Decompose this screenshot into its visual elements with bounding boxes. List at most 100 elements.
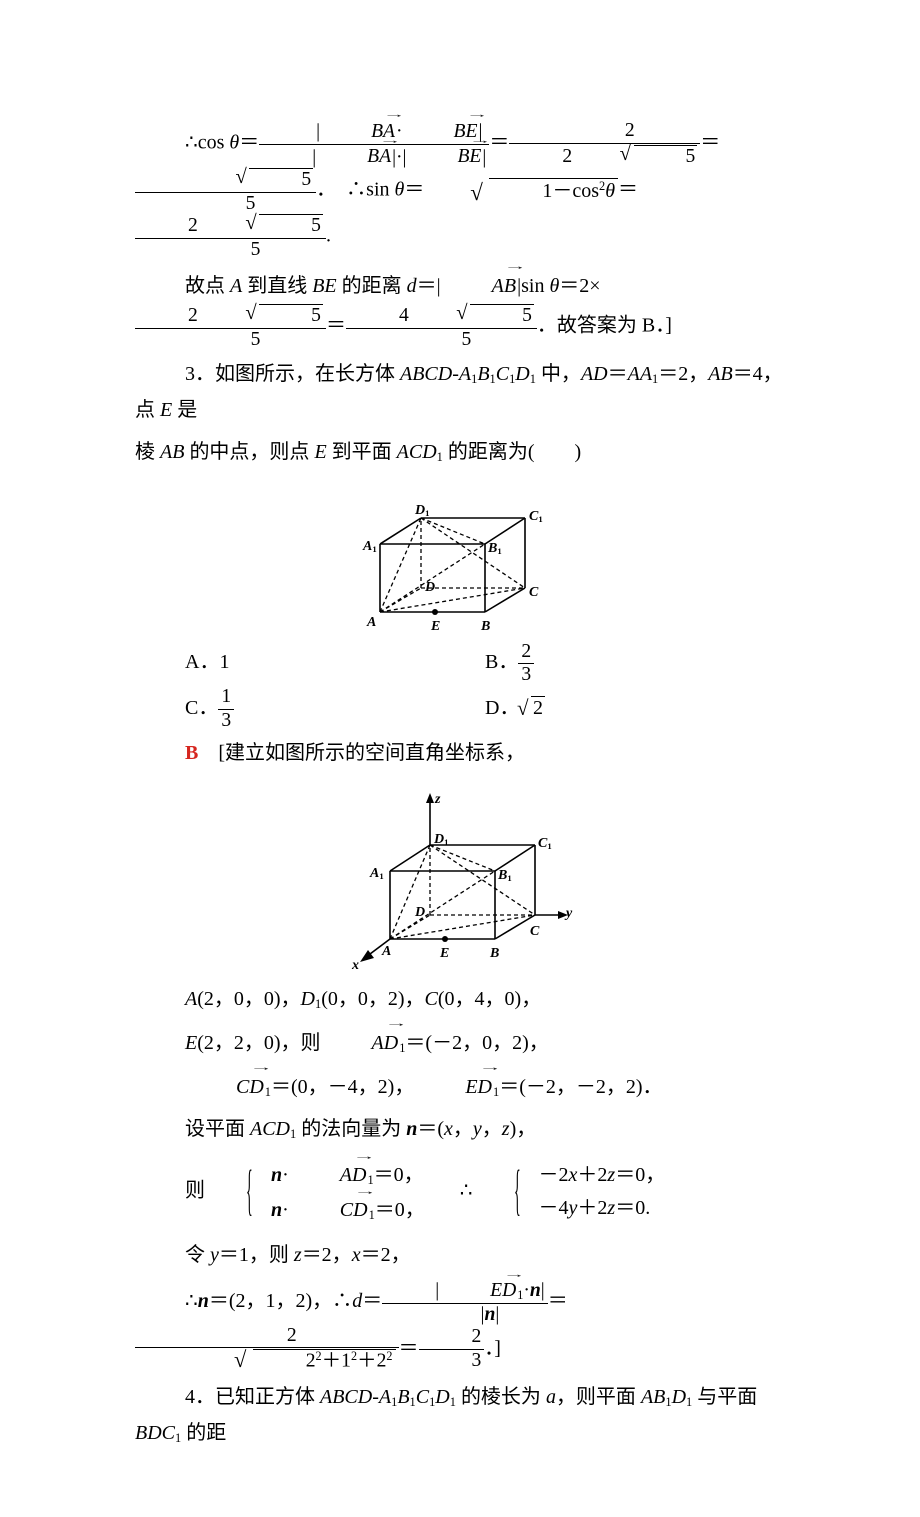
lab-B: B xyxy=(481,614,490,639)
txt: 中， xyxy=(536,363,581,385)
option-C: C．13 xyxy=(185,686,485,731)
option-A: A．1 xyxy=(185,640,485,685)
opt-label: B． xyxy=(485,651,518,673)
therefore: ∴ xyxy=(460,1180,473,1202)
theta: θ xyxy=(395,179,405,201)
option-D: D．2 xyxy=(485,686,785,731)
solution-line-dist: 故点 A 到直线 BE 的距离 d＝|AB|sin θ＝2× 25 5 ＝ 45… xyxy=(135,266,785,350)
coords-4: 设平面 ACD1 的法向量为 n＝(x，y，z)， xyxy=(135,1111,785,1147)
lab-A: A xyxy=(367,610,376,635)
txt: 与平面 xyxy=(692,1386,757,1408)
ACD1: ACD xyxy=(397,441,437,463)
txt: (0，4，0)， xyxy=(438,988,541,1010)
lab-D1: D1 xyxy=(434,827,448,852)
cuboid-axes-svg xyxy=(330,781,590,971)
AB1: AB xyxy=(641,1386,665,1408)
eq: ＝ xyxy=(489,132,509,154)
brace-2: －2x＋2z＝0， －4y＋2z＝0. xyxy=(473,1159,666,1225)
txt: (2，0，0)， xyxy=(197,988,300,1010)
txt: ，则平面 xyxy=(556,1386,641,1408)
txt: (2，2，0)，则 xyxy=(197,1032,320,1054)
brace-line: 则 n·AD1＝0， n·CD1＝0， ∴ －2x＋2z＝0， －4y＋2z＝0… xyxy=(135,1157,785,1227)
vec-AB: AB xyxy=(442,266,516,304)
dot: ． xyxy=(316,179,336,201)
theta: θ xyxy=(229,132,239,154)
frac-ed1n: |ED1·n| |n| xyxy=(382,1279,548,1325)
D1: D xyxy=(515,363,529,385)
y: y xyxy=(473,1118,482,1140)
let-line: 令 y＝1，则 z＝2，x＝2， xyxy=(135,1237,785,1273)
E: E xyxy=(314,441,326,463)
frac-2: 2 25 xyxy=(509,121,700,167)
txt: ＝2， xyxy=(302,1244,352,1266)
D1: D xyxy=(672,1386,686,1408)
eq: ＝2× xyxy=(559,275,600,297)
lab-D1: D1 xyxy=(415,498,429,523)
C1: C xyxy=(416,1386,429,1408)
answer-line: B [建立如图所示的空间直角坐标系， xyxy=(135,735,785,771)
D1: D xyxy=(435,1386,449,1408)
vec-ED1: ED xyxy=(415,1067,492,1105)
lab-C1: C1 xyxy=(529,504,543,529)
txt: 到直线 xyxy=(242,275,312,297)
pt: E xyxy=(185,1032,197,1054)
txt: 故点 xyxy=(185,275,230,297)
c: ， xyxy=(453,1118,473,1140)
lab-B1: B1 xyxy=(488,536,502,561)
txt: 的距离 xyxy=(337,275,407,297)
eq: ＝ xyxy=(399,1337,419,1359)
pt: C xyxy=(425,988,438,1010)
dash: - xyxy=(452,363,459,385)
q-number: 4． xyxy=(185,1386,215,1408)
cuboid-svg xyxy=(345,480,575,630)
frac-a: 25 5 xyxy=(135,304,326,350)
lab-C: C xyxy=(530,919,539,944)
E: E xyxy=(160,399,172,421)
figure-1-wrap: A B C D E A1 B1 C1 D1 xyxy=(135,480,785,630)
frac-2root: 2 22＋12＋22 xyxy=(135,1326,399,1374)
frac-b: 45 5 xyxy=(346,304,537,350)
BE: BE xyxy=(312,275,336,297)
a: a xyxy=(546,1386,556,1408)
ABCD: ABCD xyxy=(400,363,452,385)
txt: (0，0，2)， xyxy=(321,988,424,1010)
C1: C xyxy=(496,363,509,385)
mid: |·| xyxy=(392,146,406,167)
txt: 是 xyxy=(172,399,197,421)
c: ， xyxy=(482,1118,502,1140)
txt: |sin xyxy=(517,275,549,297)
txt: 的距 xyxy=(181,1422,226,1444)
coords-1: A(2，0，0)，D1(0，0，2)，C(0，4，0)， xyxy=(135,981,785,1017)
n: n xyxy=(406,1118,417,1140)
txt: ＝2， xyxy=(658,363,708,385)
z: z xyxy=(294,1244,302,1266)
ABCD: ABCD xyxy=(320,1386,372,1408)
opt-label: D． xyxy=(485,697,519,719)
figure-1: A B C D E A1 B1 C1 D1 xyxy=(345,480,575,630)
frac-4: 25 5 xyxy=(135,214,326,260)
x: x xyxy=(352,1244,361,1266)
txt: ＝(2，1，2)，∴ xyxy=(209,1290,352,1312)
txt: 棱 xyxy=(135,441,160,463)
vec-CD1: CD xyxy=(186,1067,264,1105)
txt: ＝( xyxy=(417,1118,444,1140)
eq: ＝ xyxy=(700,132,720,154)
frac: 23 xyxy=(518,642,534,686)
txt: 令 xyxy=(185,1244,210,1266)
option-B: B．23 xyxy=(485,640,785,685)
txt: 的法向量为 xyxy=(296,1118,406,1140)
txt: ．] xyxy=(484,1337,501,1359)
txt: 设平面 xyxy=(185,1118,250,1140)
lab-C: C xyxy=(529,580,538,605)
BDC1: BDC xyxy=(135,1422,175,1444)
z: z xyxy=(502,1118,510,1140)
frac-23: 2 3 xyxy=(419,1327,485,1371)
axis-y: y xyxy=(566,901,572,926)
A1: A xyxy=(379,1386,391,1408)
coords-2: E(2，2，0)，则AD1＝(－2，0，2)， xyxy=(135,1023,785,1061)
frac: 13 xyxy=(218,687,234,731)
opt-label: C． xyxy=(185,697,218,719)
AA1: AA xyxy=(628,363,652,385)
A: A xyxy=(230,275,242,297)
txt: ＝(－2，－2，2)． xyxy=(499,1076,662,1098)
